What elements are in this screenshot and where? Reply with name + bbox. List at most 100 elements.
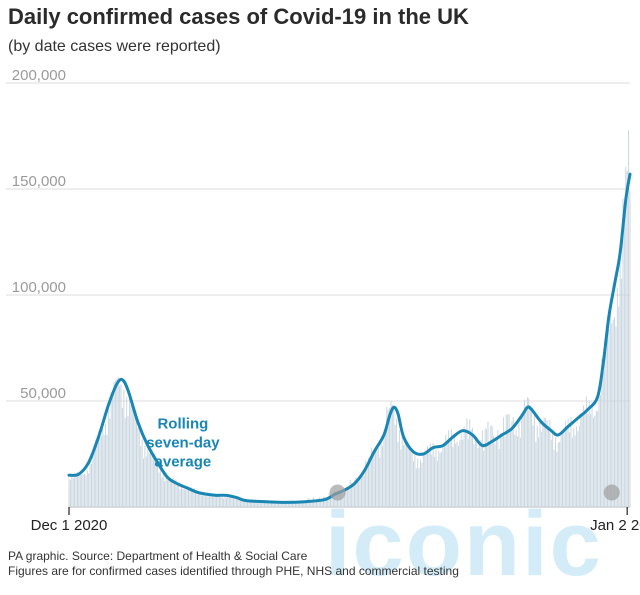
daily-bar: [349, 479, 351, 507]
daily-bar: [176, 485, 178, 507]
daily-bar: [403, 445, 405, 507]
daily-bar: [550, 439, 552, 507]
daily-bar: [100, 436, 102, 507]
daily-bar: [459, 440, 461, 507]
daily-bar: [157, 458, 159, 507]
daily-bar: [102, 429, 104, 507]
daily-bar: [116, 378, 118, 507]
daily-bar: [394, 424, 396, 507]
daily-bar: [585, 396, 587, 507]
source-line: PA graphic. Source: Department of Health…: [8, 549, 308, 563]
daily-bar: [604, 340, 606, 507]
daily-bar: [629, 191, 631, 507]
daily-bar: [358, 482, 360, 507]
daily-bar: [569, 432, 571, 507]
daily-bar: [234, 497, 236, 507]
daily-bar: [481, 430, 483, 507]
daily-bar: [463, 426, 465, 507]
daily-bar: [130, 405, 132, 507]
daily-bar: [79, 472, 81, 507]
daily-bar: [540, 431, 542, 507]
daily-bar: [99, 434, 101, 507]
daily-bar: [408, 444, 410, 507]
daily-bar: [221, 497, 223, 507]
daily-bar: [422, 454, 424, 507]
daily-bar: [425, 452, 427, 507]
daily-bar: [339, 493, 341, 507]
daily-bar: [210, 496, 212, 507]
daily-bar: [107, 405, 109, 507]
daily-bar: [303, 500, 305, 507]
daily-bar: [88, 473, 90, 507]
daily-bar: [543, 417, 545, 507]
daily-bar: [439, 453, 441, 507]
daily-bar: [453, 434, 455, 507]
daily-bar: [557, 442, 559, 507]
daily-bar: [479, 444, 481, 507]
daily-bar: [225, 498, 227, 507]
chart-subtitle: (by date cases were reported): [8, 38, 221, 55]
daily-bar: [300, 501, 302, 507]
daily-bar: [172, 477, 174, 507]
daily-bar: [536, 425, 538, 507]
daily-bar: [68, 478, 70, 507]
daily-bar: [553, 449, 555, 507]
daily-bar: [546, 419, 548, 507]
daily-bar: [386, 407, 388, 507]
daily-bar: [203, 495, 205, 507]
daily-bar: [398, 429, 400, 507]
daily-bar: [515, 429, 517, 507]
daily-bar: [241, 500, 243, 507]
daily-bar: [155, 459, 157, 507]
daily-bar: [427, 445, 429, 507]
footnote-line: Figures are for confirmed cases identifi…: [8, 564, 459, 578]
daily-bar: [556, 451, 558, 507]
annotation-line: Rolling: [157, 416, 208, 433]
daily-bar: [119, 385, 121, 507]
daily-bar: [505, 414, 507, 507]
daily-bar: [166, 480, 168, 507]
daily-bar: [373, 453, 375, 507]
daily-bar: [414, 455, 416, 507]
daily-bar: [452, 446, 454, 507]
daily-bar: [126, 397, 128, 507]
x-tick-label: Dec 1 2020: [31, 517, 108, 534]
daily-bar: [123, 389, 125, 507]
daily-bar: [318, 497, 320, 507]
daily-bar: [227, 496, 229, 507]
daily-bar: [180, 486, 182, 507]
daily-bar: [235, 497, 237, 507]
daily-bar: [169, 478, 171, 507]
marker-layer: [329, 484, 620, 501]
daily-bar: [559, 441, 561, 507]
daily-bar: [249, 499, 251, 507]
daily-bar: [445, 434, 447, 507]
daily-bar: [538, 437, 540, 507]
daily-bar: [382, 446, 384, 507]
daily-bar: [82, 474, 84, 507]
daily-bar: [285, 502, 287, 507]
daily-bar: [308, 498, 310, 507]
daily-bar: [255, 499, 257, 507]
daily-bar: [562, 431, 564, 507]
daily-bar: [96, 439, 98, 507]
daily-bar: [214, 495, 216, 507]
daily-bar: [273, 501, 275, 507]
daily-bar: [573, 428, 575, 507]
daily-bar: [424, 452, 426, 507]
daily-bar: [109, 418, 111, 507]
daily-bar: [133, 405, 135, 507]
daily-bar: [401, 434, 403, 507]
daily-bar: [337, 494, 339, 507]
daily-bar: [251, 499, 253, 507]
daily-bar: [237, 498, 239, 507]
daily-bar: [209, 494, 211, 507]
daily-bar: [321, 499, 323, 507]
daily-bar: [345, 490, 347, 507]
daily-bar: [574, 435, 576, 507]
daily-bar: [127, 416, 129, 507]
daily-bar: [598, 396, 600, 507]
daily-bar: [168, 479, 170, 507]
daily-bar: [418, 468, 420, 507]
